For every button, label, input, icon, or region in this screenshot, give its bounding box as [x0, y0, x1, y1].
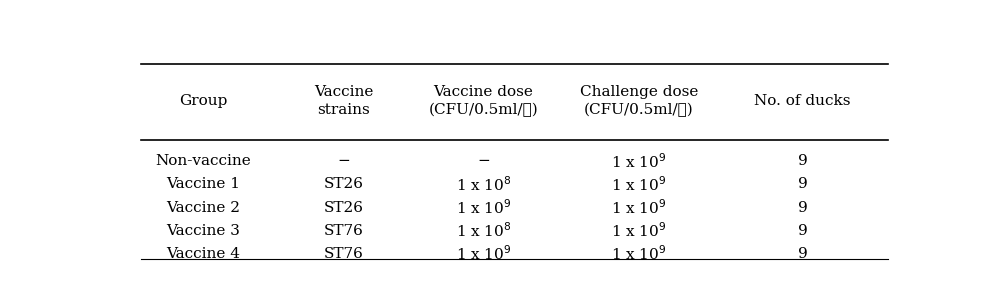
Text: 1 x 10$^{9}$: 1 x 10$^{9}$ — [611, 245, 666, 263]
Text: Challenge dose
(CFU/0.5ml/수): Challenge dose (CFU/0.5ml/수) — [580, 85, 697, 117]
Text: Group: Group — [179, 94, 228, 108]
Text: No. of ducks: No. of ducks — [753, 94, 850, 108]
Text: 1 x 10$^{9}$: 1 x 10$^{9}$ — [611, 152, 666, 171]
Text: 1 x 10$^{9}$: 1 x 10$^{9}$ — [611, 198, 666, 217]
Text: 1 x 10$^{9}$: 1 x 10$^{9}$ — [455, 245, 511, 263]
Text: −: − — [337, 154, 349, 168]
Text: 9: 9 — [796, 154, 806, 168]
Text: Vaccine dose
(CFU/0.5ml/수): Vaccine dose (CFU/0.5ml/수) — [428, 85, 538, 117]
Text: Vaccine 4: Vaccine 4 — [166, 247, 240, 261]
Text: Vaccine 2: Vaccine 2 — [166, 201, 240, 215]
Text: 9: 9 — [796, 178, 806, 191]
Text: ST26: ST26 — [323, 201, 363, 215]
Text: 1 x 10$^{9}$: 1 x 10$^{9}$ — [611, 222, 666, 240]
Text: ST76: ST76 — [323, 224, 363, 238]
Text: 9: 9 — [796, 247, 806, 261]
Text: 1 x 10$^{9}$: 1 x 10$^{9}$ — [611, 175, 666, 194]
Text: ST26: ST26 — [323, 178, 363, 191]
Text: 1 x 10$^{8}$: 1 x 10$^{8}$ — [455, 175, 511, 194]
Text: Vaccine 1: Vaccine 1 — [166, 178, 240, 191]
Text: ST76: ST76 — [323, 247, 363, 261]
Text: Non-vaccine: Non-vaccine — [155, 154, 251, 168]
Text: 9: 9 — [796, 224, 806, 238]
Text: −: − — [476, 154, 489, 168]
Text: 9: 9 — [796, 201, 806, 215]
Text: 1 x 10$^{9}$: 1 x 10$^{9}$ — [455, 198, 511, 217]
Text: Vaccine
strains: Vaccine strains — [313, 85, 373, 117]
Text: Vaccine 3: Vaccine 3 — [166, 224, 240, 238]
Text: 1 x 10$^{8}$: 1 x 10$^{8}$ — [455, 222, 511, 240]
